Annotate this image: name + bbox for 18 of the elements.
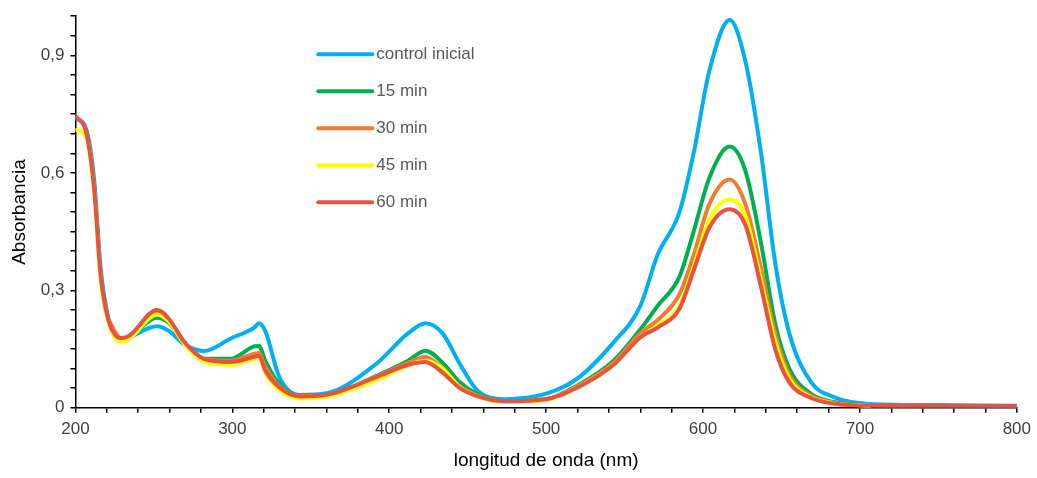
y-tick-label: 0,6 [40, 162, 65, 182]
x-tick-label: 600 [688, 418, 718, 438]
y-tick-label: 0 [54, 397, 65, 417]
x-tick-label: 200 [61, 418, 90, 438]
legend-label: 45 min [376, 154, 428, 174]
y-tick-label: 0,9 [40, 45, 65, 65]
x-tick-label: 700 [845, 418, 875, 438]
legend-label: 15 min [376, 80, 428, 100]
x-tick-label: 300 [218, 418, 247, 438]
legend-label: 30 min [376, 117, 428, 137]
y-tick-label: 0,3 [40, 280, 65, 300]
legend-label: control inicial [376, 43, 475, 63]
x-tick-label: 400 [375, 418, 404, 438]
x-axis-title: longitud de onda (nm) [453, 448, 639, 470]
x-tick-label: 500 [531, 418, 561, 438]
y-axis-title: Absorbancia [7, 158, 29, 265]
legend-label: 60 min [376, 191, 428, 211]
x-tick-label: 800 [1002, 418, 1032, 438]
